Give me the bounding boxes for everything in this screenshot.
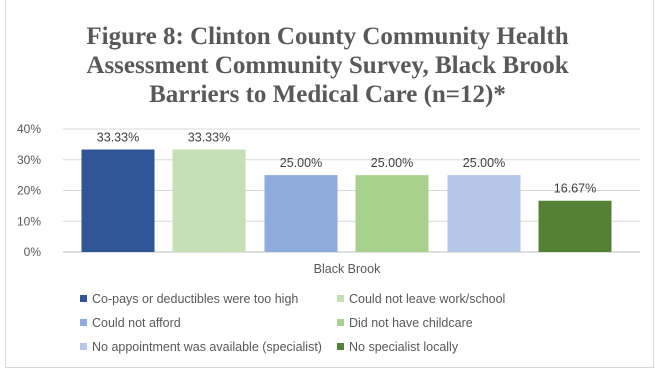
- y-tick-label: 30%: [17, 153, 41, 167]
- legend-item: Could not leave work/school: [337, 291, 505, 307]
- legend-label: No appointment was available (specialist…: [92, 340, 322, 354]
- legend-swatch: [337, 343, 344, 350]
- legend-label: Could not afford: [92, 316, 181, 330]
- data-label: 33.33%: [97, 131, 139, 145]
- y-tick-label: 0%: [24, 245, 42, 259]
- y-tick-label: 10%: [17, 214, 41, 228]
- data-label: 25.00%: [280, 156, 322, 170]
- bar: [264, 175, 338, 252]
- legend-swatch: [337, 295, 344, 302]
- bar: [355, 175, 429, 252]
- legend-label: Did not have childcare: [349, 316, 473, 330]
- legend-item: Could not afford: [80, 315, 181, 331]
- data-label: 25.00%: [371, 156, 413, 170]
- legend-swatch: [337, 319, 344, 326]
- legend-swatch: [80, 343, 87, 350]
- chart-frame: [5, 0, 654, 368]
- legend-label: Could not leave work/school: [349, 292, 506, 306]
- x-category-label: Black Brook: [314, 262, 381, 276]
- bar: [447, 175, 521, 252]
- data-label: 33.33%: [188, 131, 230, 145]
- bar: [538, 200, 612, 252]
- data-label: 25.00%: [463, 156, 505, 170]
- legend-label: Co-pays or deductibles were too high: [92, 292, 299, 306]
- y-tick-label: 20%: [17, 184, 41, 198]
- legend-item: Co-pays or deductibles were too high: [80, 291, 298, 307]
- bar: [172, 149, 246, 252]
- legend-label: No specialist locally: [349, 340, 459, 354]
- legend-swatch: [80, 319, 87, 326]
- legend-swatch: [80, 295, 87, 302]
- y-tick-label: 40%: [17, 122, 41, 136]
- chart-title-line-1: Figure 8: Clinton County Community Healt…: [86, 23, 569, 50]
- data-label: 16.67%: [554, 182, 596, 196]
- legend-item: No specialist locally: [337, 339, 458, 355]
- chart-title: Figure 8: Clinton County Community Healt…: [0, 22, 655, 109]
- legend-item: Did not have childcare: [337, 315, 473, 331]
- chart-title-line-2: Assessment Community Survey, Black Brook: [86, 52, 569, 79]
- legend-item: No appointment was available (specialist…: [80, 339, 322, 355]
- bar: [81, 149, 155, 252]
- chart-title-line-3: Barriers to Medical Care (n=12)*: [149, 81, 506, 108]
